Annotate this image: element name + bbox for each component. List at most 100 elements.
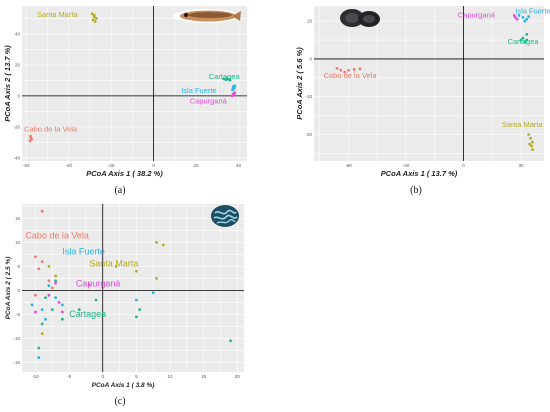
data-point (47, 284, 51, 287)
x-tick-label: -10 (32, 374, 39, 379)
series-group: Santa Marta (502, 120, 544, 152)
data-point (34, 255, 37, 259)
data-point (40, 322, 44, 326)
x-tick-label: 15 (201, 374, 207, 379)
y-tick-label: 0 (17, 93, 20, 98)
x-tick-label: -40 (65, 163, 72, 168)
series-group: Cabo de la Vela (24, 125, 78, 143)
y-tick-label: -15 (13, 360, 20, 365)
grid (22, 204, 244, 372)
data-point (50, 286, 54, 290)
data-point (94, 17, 98, 20)
data-point (54, 274, 58, 278)
series-label: Cabo de la Vela (25, 231, 89, 241)
series-group: Santa Marta (37, 10, 98, 23)
data-point (517, 14, 521, 17)
caption-b: (b) (410, 185, 422, 196)
x-tick-label: -60 (23, 163, 30, 168)
data-point (527, 15, 531, 18)
data-point (531, 140, 534, 144)
y-tick-label: -20 (13, 124, 20, 129)
y-tick-label: -10 (305, 94, 312, 99)
data-point (57, 301, 61, 304)
data-point (50, 308, 54, 311)
data-point (512, 14, 516, 17)
data-point (529, 136, 532, 140)
plot-background (22, 204, 244, 372)
data-point (528, 142, 532, 146)
data-point (77, 308, 81, 311)
x-tick-label: 30 (518, 163, 524, 168)
series-label: Santa Marta (37, 10, 79, 19)
data-point (225, 77, 229, 80)
caption-a: (a) (114, 185, 126, 196)
grid (22, 6, 247, 161)
data-point (93, 20, 97, 23)
series-group: Santa Marta (40, 241, 165, 335)
data-point (229, 339, 232, 343)
otolith-illustration (210, 204, 240, 228)
x-tick-label: -60 (345, 163, 352, 168)
y-tick-label: -5 (16, 312, 20, 317)
panel-b: -60 -30 0 30 -20 -10 0 10 PCoA Axis 1 ( 13.7 %) P… (292, 0, 550, 180)
data-point (28, 139, 32, 143)
fish-illustration (170, 6, 242, 26)
data-point (54, 281, 58, 285)
data-point (521, 36, 525, 40)
shell-illustration (338, 7, 382, 29)
series-group: Isla Fuerte (30, 246, 155, 359)
data-point (523, 40, 527, 44)
series-label: Capurganá (190, 97, 228, 106)
chart-b: -60 -30 0 30 -20 -10 0 10 PCoA Axis 1 ( 13.7 %) P… (295, 6, 550, 178)
data-point (339, 68, 343, 72)
data-point (34, 293, 37, 297)
data-point (92, 13, 96, 17)
data-point (40, 260, 44, 263)
series-group: Cabo de la Vela (324, 66, 378, 80)
y-tick-label: 40 (15, 31, 21, 36)
series-label: Capurganá (458, 10, 496, 19)
data-point (335, 66, 339, 70)
plot-background (22, 6, 247, 161)
series-group: Cartagea (209, 72, 240, 82)
y-tick-label: 15 (15, 216, 21, 221)
data-point (530, 144, 533, 148)
data-point (60, 310, 64, 314)
data-point (114, 265, 118, 268)
series-label: Cabo de la Vela (24, 125, 78, 134)
data-point (521, 15, 525, 19)
data-point (343, 70, 347, 74)
x-axis-label: PCoA Axis 1 ( 13.7 %) (381, 169, 458, 178)
data-point (44, 296, 47, 299)
data-point (525, 32, 529, 36)
data-point (151, 291, 155, 295)
data-point (161, 243, 165, 247)
data-point (34, 310, 37, 314)
y-tick-label: -10 (13, 336, 20, 341)
x-axis-label: PCoA Axis 1 ( 3.8 %) (92, 382, 155, 389)
series-label: Cartagea (69, 309, 106, 319)
y-tick-label: 10 (307, 19, 313, 24)
data-point (54, 296, 58, 299)
series-group: Capurganá (190, 91, 237, 106)
data-point (47, 279, 51, 283)
data-point (527, 133, 531, 136)
data-point (37, 356, 41, 359)
data-point (40, 332, 44, 335)
series-label: Cabo de la Vela (324, 71, 378, 80)
x-tick-label: 10 (167, 374, 173, 379)
data-point (54, 279, 58, 283)
series-group: Cabo de la Vela (25, 209, 89, 297)
data-point (134, 269, 138, 273)
series-label: Santa Marta (502, 120, 544, 129)
y-tick-label: -40 (13, 155, 20, 160)
data-point (90, 12, 94, 16)
data-point (230, 94, 234, 98)
x-tick-label: 20 (235, 374, 241, 379)
data-point (29, 136, 33, 140)
data-point (37, 267, 41, 271)
x-tick-label: -20 (108, 163, 115, 168)
y-tick-label: 5 (17, 264, 20, 269)
x-tick-label: 20 (194, 163, 200, 168)
x-tick-label: -30 (403, 163, 410, 168)
